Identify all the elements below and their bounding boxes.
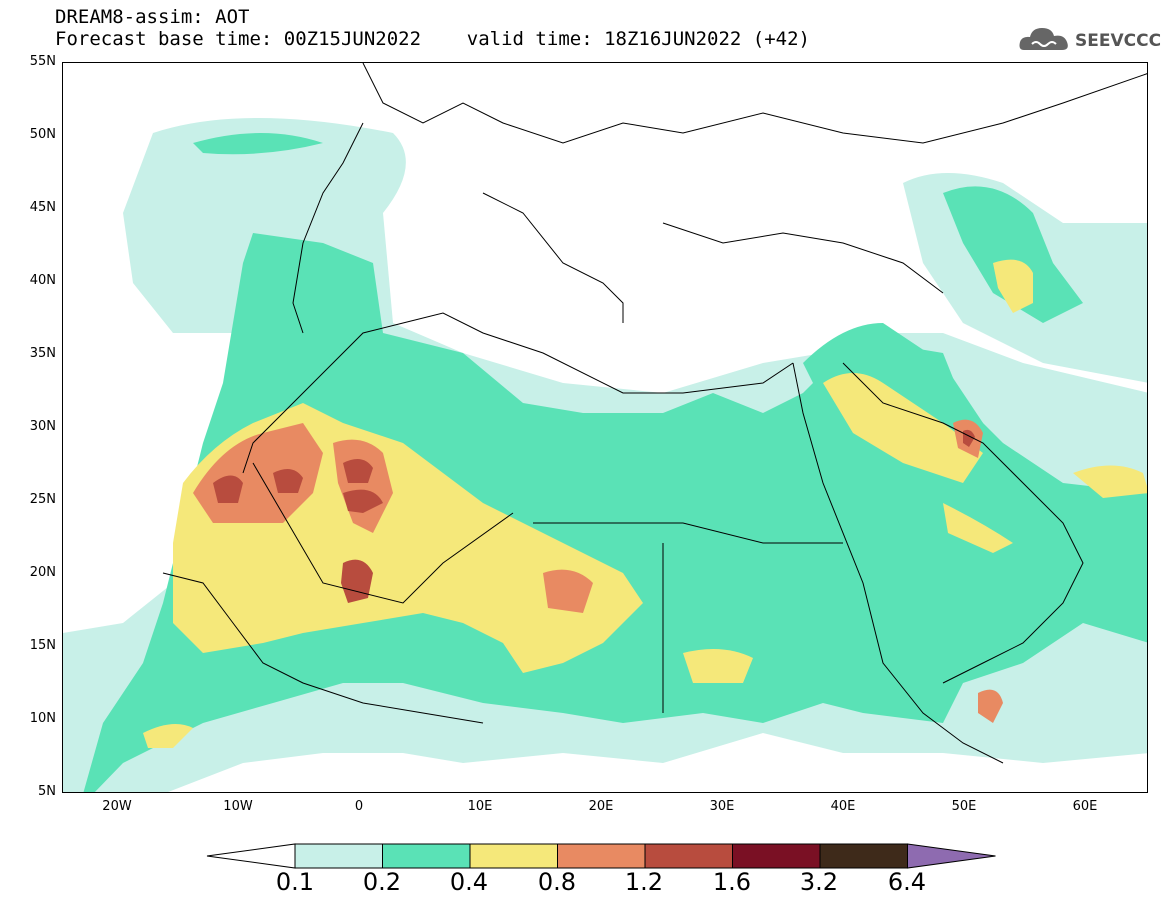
aot-field bbox=[63, 63, 1147, 792]
colorbar-label: 6.4 bbox=[887, 868, 927, 896]
lon-label: 60E bbox=[1072, 799, 1098, 814]
colorbar-swatch bbox=[732, 843, 821, 869]
lon-label: 20W bbox=[102, 799, 132, 814]
aot-band-05 bbox=[213, 429, 975, 603]
lon-label: 20E bbox=[588, 799, 614, 814]
colorbar bbox=[206, 843, 996, 869]
coastlines bbox=[162, 63, 1147, 764]
lon-label: 10W bbox=[223, 799, 253, 814]
lat-label: 25N bbox=[29, 492, 56, 507]
lat-label: 50N bbox=[29, 127, 56, 142]
map-header: DREAM8-assim: AOT Forecast base time: 00… bbox=[55, 6, 810, 50]
lat-label: 20N bbox=[29, 565, 56, 580]
lat-label: 5N bbox=[38, 784, 56, 799]
lon-label: 40E bbox=[830, 799, 856, 814]
cloud-icon bbox=[1019, 28, 1068, 50]
colorbar-swatch bbox=[557, 843, 646, 869]
forecast-time: Forecast base time: 00Z15JUN2022 valid t… bbox=[55, 28, 810, 50]
lon-label: 10E bbox=[467, 799, 493, 814]
map-area bbox=[62, 62, 1148, 793]
lat-label: 15N bbox=[29, 638, 56, 653]
lon-label: 30E bbox=[709, 799, 735, 814]
lat-label: 45N bbox=[29, 200, 56, 215]
lon-label: 50E bbox=[951, 799, 977, 814]
lon-label: 0 bbox=[354, 799, 364, 814]
colorbar-swatch bbox=[819, 843, 908, 869]
colorbar-label: 1.6 bbox=[712, 868, 752, 896]
seevccc-logo: SEEVCCC bbox=[1018, 22, 1162, 56]
colorbar-swatch bbox=[294, 843, 383, 869]
lat-label: 10N bbox=[29, 711, 56, 726]
colorbar-max-arrow bbox=[907, 843, 996, 869]
colorbar-min-arrow bbox=[206, 843, 296, 869]
lat-label: 55N bbox=[29, 54, 56, 69]
aot-band-02 bbox=[83, 133, 1147, 792]
logo-text: SEEVCCC bbox=[1075, 31, 1162, 51]
colorbar-label: 0.8 bbox=[537, 868, 577, 896]
colorbar-label: 0.4 bbox=[449, 868, 489, 896]
colorbar-label: 3.2 bbox=[799, 868, 839, 896]
lat-label: 35N bbox=[29, 346, 56, 361]
colorbar-swatch bbox=[469, 843, 558, 869]
colorbar-label: 0.2 bbox=[362, 868, 402, 896]
product-title: DREAM8-assim: AOT bbox=[55, 6, 250, 28]
lat-label: 40N bbox=[29, 273, 56, 288]
colorbar-label: 0.1 bbox=[275, 868, 315, 896]
colorbar-swatch bbox=[644, 843, 733, 869]
lat-label: 30N bbox=[29, 419, 56, 434]
colorbar-swatch bbox=[382, 843, 471, 869]
colorbar-label: 1.2 bbox=[624, 868, 664, 896]
